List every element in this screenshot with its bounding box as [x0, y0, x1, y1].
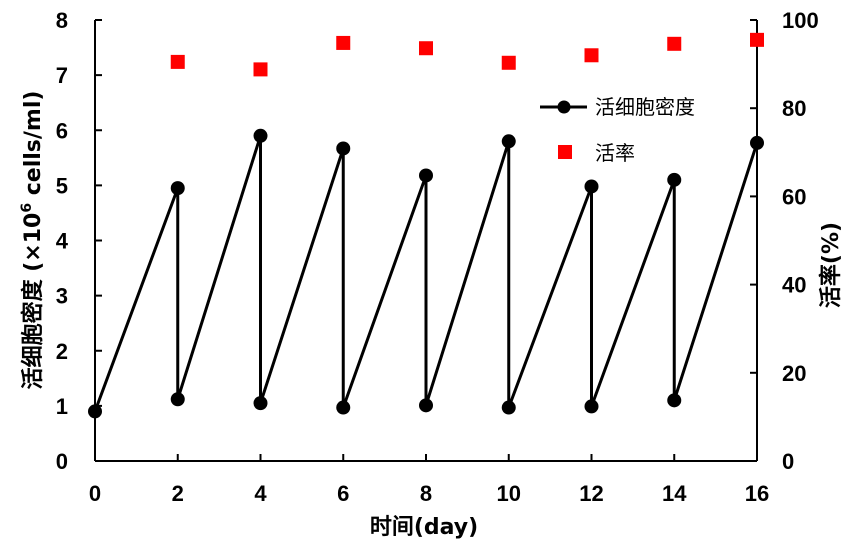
density-point [501, 400, 516, 415]
x-axis-ticks: 0 2 4 6 8 10 12 14 16 [89, 454, 769, 506]
left-y-axis-title-sup: 6 [19, 203, 35, 213]
left-y-axis-title-main: 活细胞密度 (×10 [20, 213, 46, 390]
left-y-tick-label: 8 [56, 8, 68, 33]
right-y-tick-label: 60 [782, 184, 806, 209]
density-point [253, 396, 268, 411]
x-tick-label: 4 [254, 481, 267, 506]
viability-point [419, 41, 433, 56]
x-tick-label: 6 [337, 481, 349, 506]
series-layer [88, 32, 764, 419]
right-y-tick-label: 20 [782, 361, 806, 386]
viability-point [501, 55, 516, 70]
left-y-tick-label: 1 [56, 394, 68, 419]
right-y-tick-label: 80 [782, 96, 806, 121]
x-tick-label: 12 [579, 481, 603, 506]
left-y-tick-label: 7 [56, 63, 68, 88]
viability-point [336, 35, 351, 50]
right-y-axis-ticks: 0 20 40 60 80 100 [750, 8, 819, 474]
viability-point [170, 54, 185, 69]
density-point [667, 172, 682, 187]
legend-square-marker [558, 145, 572, 159]
density-point [170, 181, 185, 196]
right-y-axis-title: 活率(%) [818, 222, 844, 308]
left-y-tick-label: 2 [56, 339, 68, 364]
left-y-axis-title: 活细胞密度 (×106 cells/ml) [19, 91, 46, 390]
x-tick-label: 8 [420, 481, 432, 506]
left-y-tick-label: 5 [56, 173, 68, 198]
viability-point [584, 48, 599, 63]
left-y-axis-title-suffix: cells/ml) [21, 91, 46, 203]
viability-point [667, 36, 682, 51]
density-point [419, 398, 433, 413]
density-point [750, 135, 764, 150]
density-point [170, 392, 185, 407]
density-point [501, 134, 516, 149]
density-point [419, 168, 433, 183]
left-y-tick-label: 6 [56, 118, 68, 143]
left-y-axis-ticks: 0 1 2 3 4 5 6 7 8 [56, 8, 102, 474]
density-point [336, 400, 351, 415]
x-axis-title: 时间(day) [370, 515, 478, 540]
left-y-tick-label: 4 [56, 229, 69, 254]
x-tick-label: 14 [662, 481, 687, 506]
right-y-tick-label: 100 [782, 8, 819, 33]
legend-circle-marker [557, 100, 571, 114]
right-y-tick-label: 40 [782, 273, 806, 298]
legend: 活细胞密度 活率 [540, 95, 695, 165]
x-tick-label: 10 [497, 481, 521, 506]
right-y-tick-label: 0 [782, 449, 794, 474]
x-tick-label: 16 [745, 481, 769, 506]
viability-point [253, 62, 268, 77]
legend-label-viability: 活率 [595, 141, 635, 165]
density-point [88, 404, 102, 419]
density-point [667, 393, 682, 408]
left-y-tick-label: 3 [56, 284, 68, 309]
x-tick-label: 2 [172, 481, 184, 506]
density-point [253, 128, 268, 143]
legend-label-density: 活细胞密度 [595, 95, 695, 119]
density-point [336, 141, 351, 156]
density-point [584, 399, 599, 414]
density-line [93, 134, 759, 412]
left-y-tick-label: 0 [56, 449, 68, 474]
density-point [584, 179, 599, 194]
viability-point [750, 32, 764, 47]
x-tick-label: 0 [89, 481, 101, 506]
